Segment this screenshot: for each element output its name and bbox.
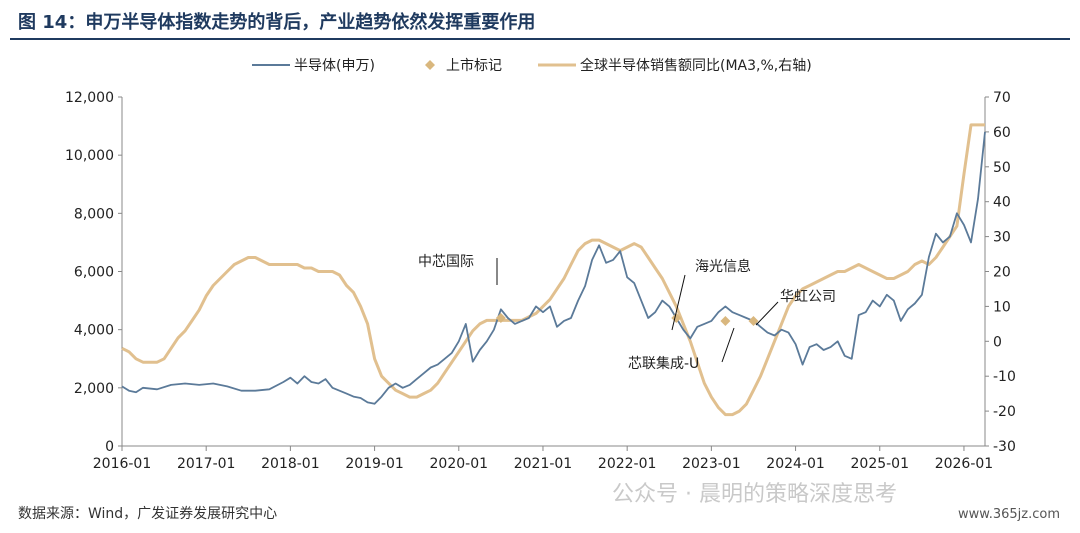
- y-right-tick-label: 30: [993, 230, 1011, 246]
- chart-marks: [121, 123, 986, 417]
- series-line-global-sales: [121, 123, 985, 417]
- y-right-tick-label: -20: [993, 404, 1016, 420]
- x-tick-label: 2018-01: [261, 456, 320, 470]
- y-left-tick-label: 0: [105, 439, 114, 455]
- y-left-tick-label: 12,000: [65, 90, 114, 106]
- y-left-tick-label: 6,000: [74, 265, 114, 281]
- y-right-tick-label: 20: [993, 265, 1011, 281]
- listing-marker-point: [495, 313, 506, 324]
- legend-swatch-marker: [425, 60, 435, 70]
- chart-legend: 半导体(申万) 上市标记 全球半导体销售额同比(MA3,%,右轴): [252, 57, 812, 74]
- x-tick-label: 2023-01: [682, 456, 741, 470]
- y-right-tick-label: 70: [993, 90, 1011, 106]
- chart-axes: 0 2,000 4,000 6,000 8,000 10,000 12,000 -30 -20 -…: [65, 90, 1016, 470]
- listing-marker-point: [748, 315, 759, 326]
- legend-label-sales: 全球半导体销售额同比(MA3,%,右轴): [580, 57, 812, 74]
- y-left-tick-label: 2,000: [74, 381, 114, 397]
- legend-label-marker: 上市标记: [446, 57, 502, 74]
- y-right-tick-label: 60: [993, 125, 1011, 141]
- x-tick-label: 2020-01: [430, 456, 489, 470]
- y-left-tick-label: 10,000: [65, 148, 114, 164]
- y-left-tick-label: 4,000: [74, 323, 114, 339]
- figure-title: 图 14：申万半导体指数走势的背后，产业趋势依然发挥重要作用: [18, 12, 536, 33]
- y-right-tick-label: -30: [993, 439, 1016, 455]
- x-tick-label: 2025-01: [851, 456, 910, 470]
- x-tick-label: 2021-01: [514, 456, 573, 470]
- watermark-text: 公众号 · 晨明的策略深度思考: [612, 482, 897, 507]
- y-right-tick-label: 50: [993, 160, 1011, 176]
- y-right-tick-label: 0: [993, 334, 1002, 350]
- source-note: 数据来源：Wind，广发证券发展研究中心: [18, 506, 278, 522]
- y-right-tick-label: 40: [993, 195, 1011, 211]
- series-line-semiconductor-index: [121, 131, 986, 405]
- chart-svg: 0 2,000 4,000 6,000 8,000 10,000 12,000 -30 -20 -…: [65, 57, 1016, 470]
- annotation-label: 中芯国际: [418, 254, 474, 270]
- x-tick-label: 2016-01: [93, 456, 152, 470]
- x-tick-label: 2019-01: [345, 456, 404, 470]
- annotation-leader-line: [755, 301, 779, 326]
- y-right-tick-label: -10: [993, 369, 1016, 385]
- annotation-label: 华虹公司: [780, 289, 836, 305]
- annotation-leader-line: [671, 274, 686, 331]
- y-right-tick-label: 10: [993, 299, 1011, 315]
- x-tick-label: 2017-01: [177, 456, 236, 470]
- annotation-label: 海光信息: [695, 258, 751, 275]
- site-watermark: www.365jz.com: [958, 507, 1060, 522]
- x-tick-label: 2024-01: [766, 456, 825, 470]
- annotation-label: 芯联集成-U: [628, 355, 699, 372]
- legend-label-index: 半导体(申万): [294, 58, 375, 74]
- x-tick-label: 2022-01: [598, 456, 657, 470]
- annotation-leader-line: [721, 327, 735, 363]
- listing-marker-point: [720, 315, 731, 326]
- figure-title-bar: 图 14：申万半导体指数走势的背后，产业趋势依然发挥重要作用: [10, 6, 1070, 40]
- y-left-tick-label: 8,000: [74, 206, 114, 222]
- x-tick-label: 2026-01: [935, 456, 994, 470]
